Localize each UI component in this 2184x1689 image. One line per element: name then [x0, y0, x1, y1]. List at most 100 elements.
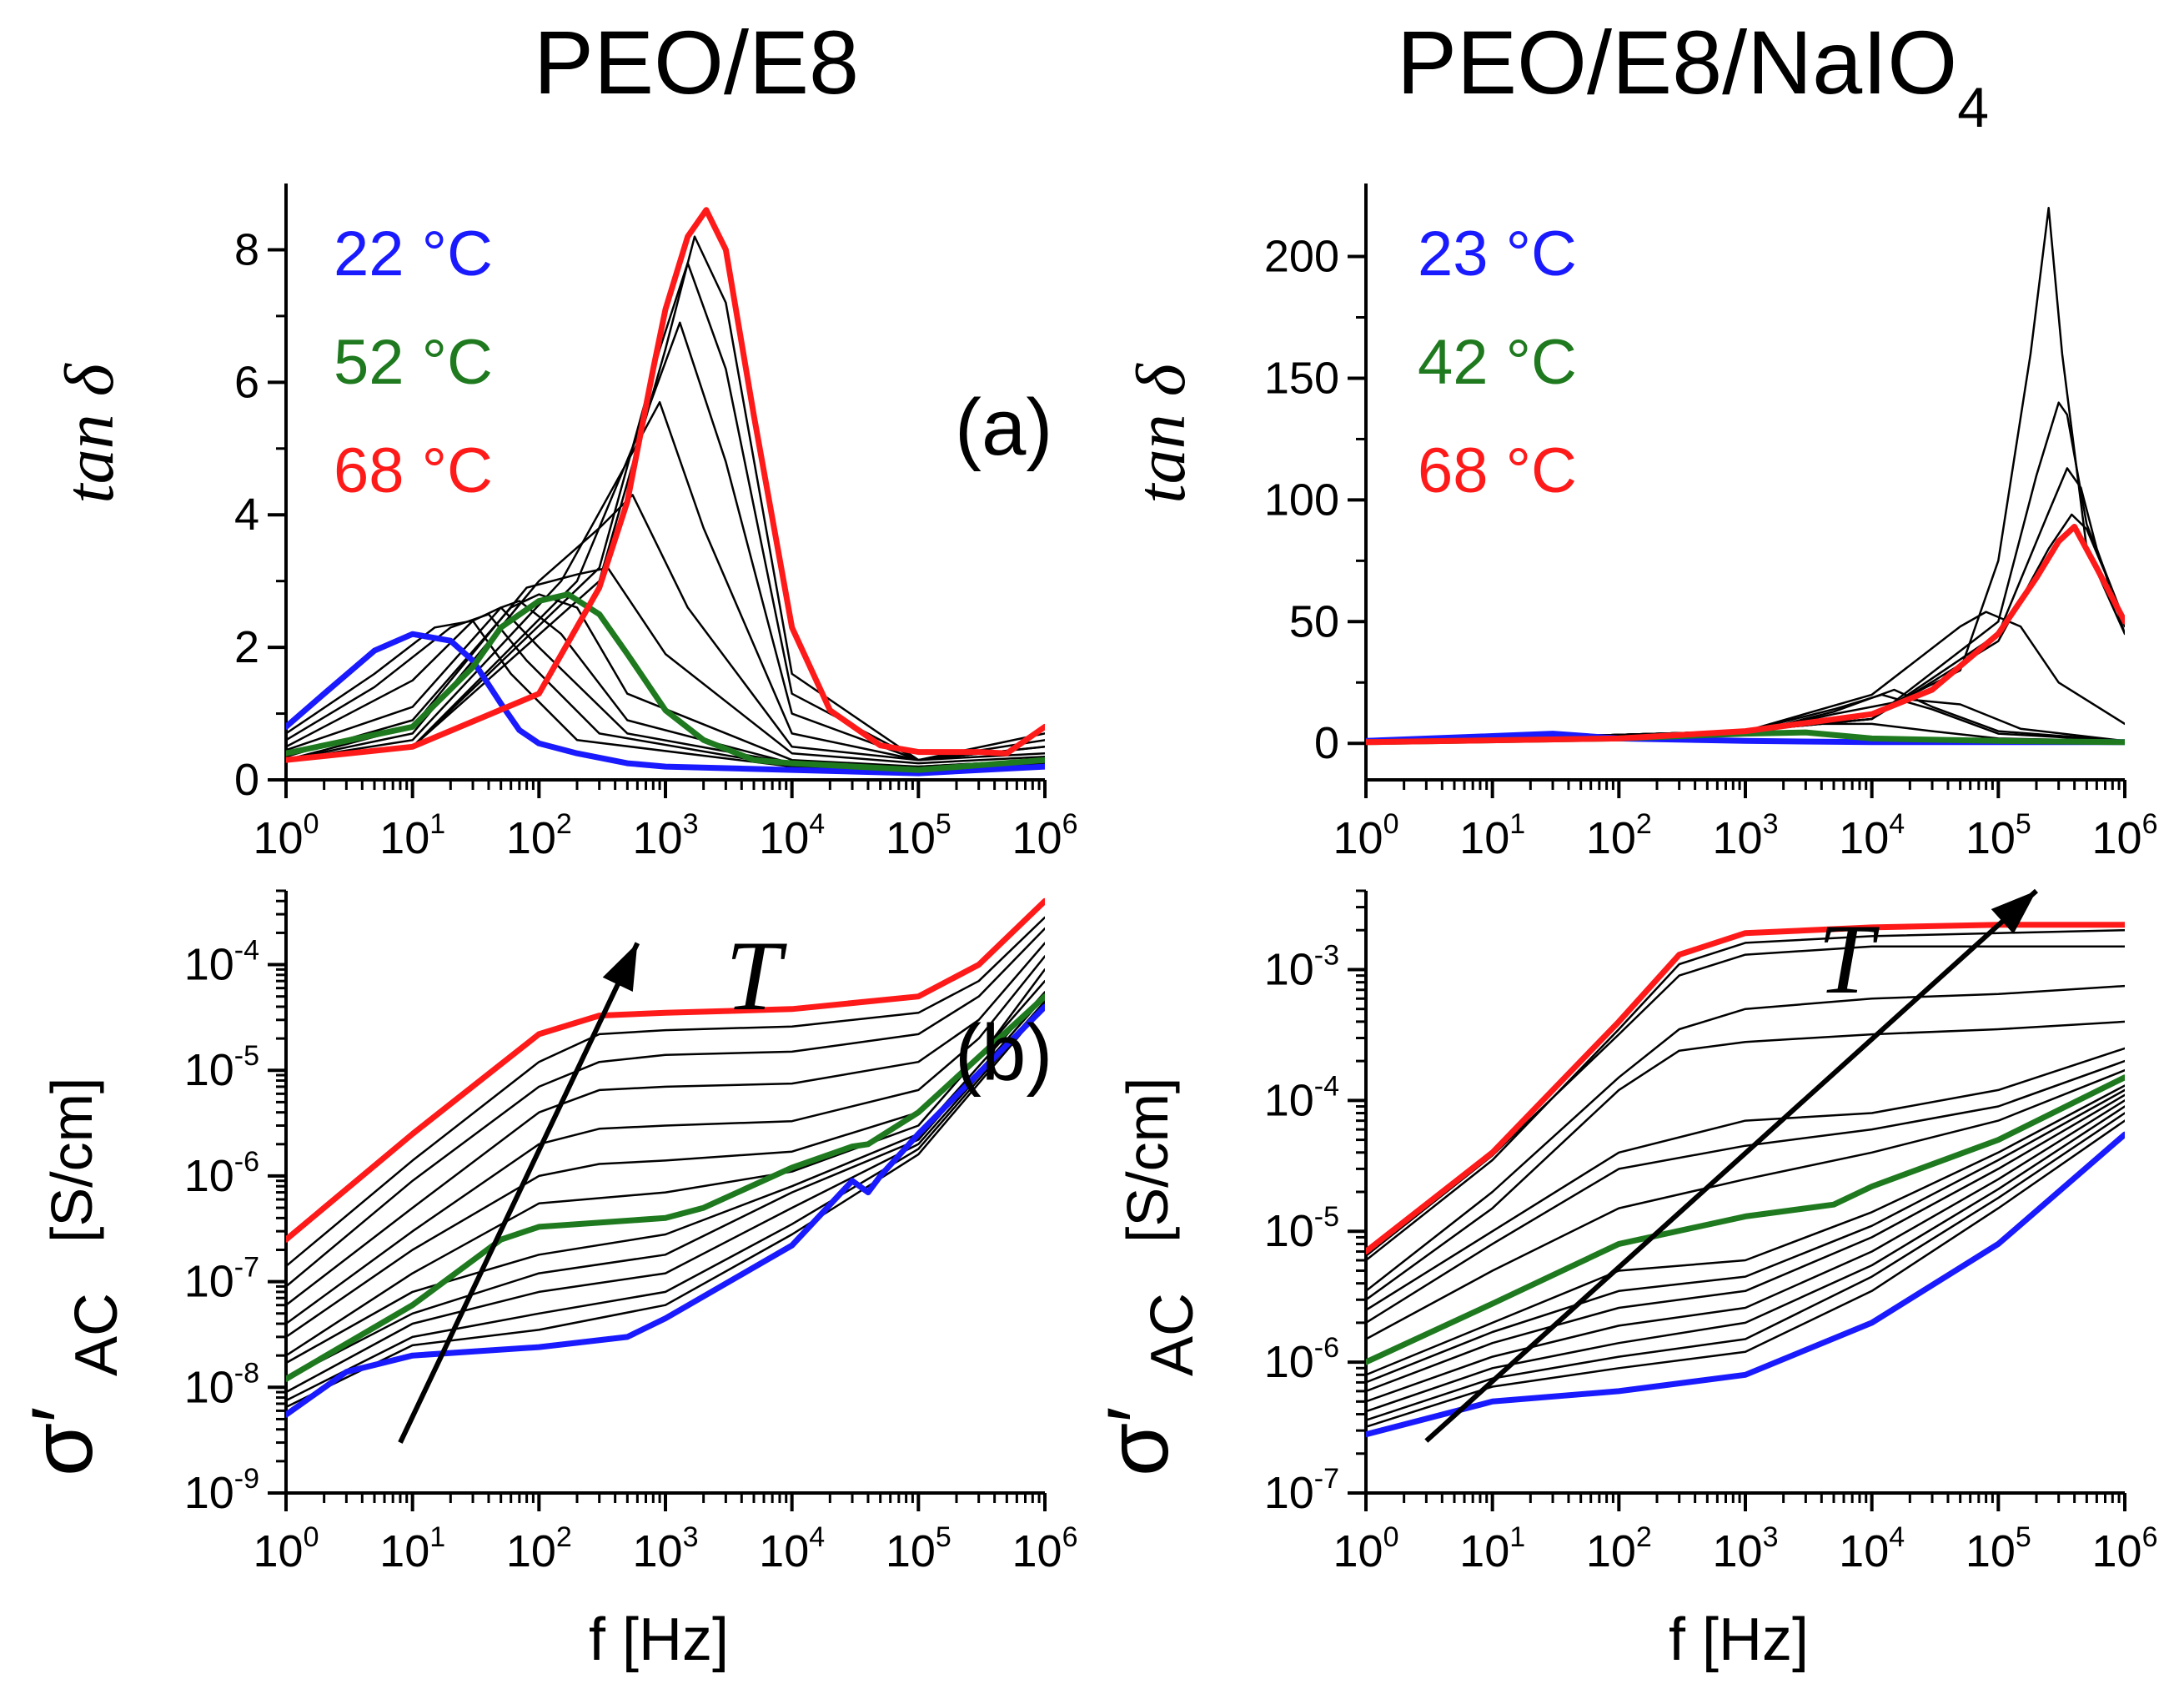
series-line-22C — [286, 1003, 1045, 1418]
series-line-intermediate — [1366, 1020, 2125, 1301]
x-tick-label: 101 — [1459, 1521, 1525, 1576]
series-line-intermediate — [286, 1000, 1045, 1394]
panel-label-b: (b) — [955, 1008, 1052, 1098]
x-tick-label: 102 — [506, 1521, 572, 1576]
x-tick-label: 101 — [379, 808, 445, 863]
series-line-intermediate — [1366, 1084, 2125, 1376]
series-line-42C — [1366, 1074, 2125, 1365]
series-line-intermediate — [286, 400, 1045, 762]
y-tick-label: 10-4 — [1264, 1070, 1339, 1125]
legend-item: 23 °C — [1418, 219, 1577, 289]
series-line-intermediate — [1366, 1068, 2125, 1340]
series-line-intermediate — [286, 979, 1045, 1357]
sigma-symbol: σ′ — [14, 1406, 111, 1476]
right-column-title-main: PEO/E8/NaIO — [1397, 12, 1957, 113]
chart-bottom-right: 100 101 102 103 104 105 106 10-7 10-6 10-5 10-4 10-… — [1264, 888, 2158, 1576]
y-tick-label: 10-6 — [184, 1146, 259, 1201]
y-tick-label: 150 — [1264, 353, 1339, 403]
temperature-arrow — [398, 942, 640, 1444]
series-line-22C — [286, 631, 1045, 777]
x-tick-label: 100 — [254, 1521, 319, 1576]
y-tick-label: 10-7 — [1264, 1463, 1339, 1518]
series-line-intermediate — [286, 1004, 1045, 1409]
sigma-symbol: σ′ — [1090, 1406, 1187, 1476]
series-line-intermediate — [1366, 1047, 2125, 1311]
x-tick-label: 104 — [1839, 1521, 1905, 1576]
x-tick-label: 104 — [759, 1521, 825, 1576]
series-line-68C — [286, 207, 1045, 763]
series-line-intermediate — [286, 235, 1045, 762]
x-tick-label: 104 — [1839, 808, 1905, 863]
left-column-title: PEO/E8 — [534, 12, 859, 113]
series-line-52C — [286, 591, 1045, 773]
y-axis-label-bottom-left: σ′ AC [S/cm] — [14, 1078, 130, 1476]
right-column-title: PEO/E8/NaIO4 — [1397, 12, 1989, 139]
x-tick-label: 102 — [506, 808, 572, 863]
series-line-intermediate — [286, 593, 1045, 768]
x-tick-label: 106 — [2092, 1521, 2158, 1576]
x-tick-label: 105 — [1966, 808, 2031, 863]
series-group — [286, 207, 1045, 777]
temperature-arrow-head — [602, 943, 638, 992]
y-tick-label: 10-8 — [184, 1357, 259, 1412]
y-tick-label: 10-9 — [184, 1463, 259, 1518]
x-tick-label: 102 — [1586, 1521, 1652, 1576]
x-tick-label: 106 — [2092, 808, 2158, 863]
y-tick-label: 10-5 — [1264, 1201, 1339, 1256]
x-tick-label: 106 — [1012, 808, 1078, 863]
series-group — [1366, 922, 2125, 1438]
y-tick-label: 50 — [1289, 596, 1339, 646]
series-group — [1366, 206, 2125, 746]
legend-item: 52 °C — [334, 327, 493, 398]
x-tick-label: 101 — [379, 1521, 445, 1576]
y-tick-label: 10-6 — [1264, 1332, 1339, 1387]
x-tick-label: 100 — [254, 808, 319, 863]
units-label: [S/cm] — [39, 1078, 104, 1243]
series-line-intermediate — [286, 955, 1045, 1325]
x-axis-label-right: f [Hz] — [1669, 1606, 1809, 1673]
x-tick-label: 105 — [1966, 1521, 2031, 1576]
series-line-68C — [286, 897, 1045, 1243]
series-line-intermediate — [1366, 611, 2125, 744]
series-group — [286, 897, 1045, 1418]
series-line-52C — [286, 993, 1045, 1382]
series-line-68C — [1366, 524, 2125, 746]
x-tick-label: 102 — [1586, 808, 1652, 863]
y-axis-label-top-right: tan δ — [1122, 362, 1200, 503]
series-line-intermediate — [286, 927, 1045, 1288]
temperature-arrow-label-left: T — [725, 920, 787, 1031]
series-line-intermediate — [286, 942, 1045, 1306]
y-tick-label: 10-4 — [184, 935, 259, 990]
y-tick-label: 10-7 — [184, 1252, 259, 1307]
legend-item: 22 °C — [334, 219, 493, 289]
series-line-intermediate — [1366, 1088, 2125, 1384]
series-line-68C — [1366, 922, 2125, 1254]
series-line-intermediate — [286, 494, 1045, 762]
units-label: [S/cm] — [1115, 1078, 1180, 1243]
x-tick-label: 100 — [1333, 1521, 1399, 1576]
x-tick-label: 103 — [1713, 808, 1779, 863]
y-tick-label: 10-5 — [184, 1040, 259, 1095]
series-line-intermediate — [1366, 513, 2125, 744]
legend-item: 68 °C — [334, 435, 493, 506]
temperature-arrow — [1424, 888, 2038, 1443]
series-line-intermediate — [1366, 984, 2125, 1293]
series-line-intermediate — [1366, 1059, 2125, 1325]
series-line-intermediate — [286, 262, 1045, 762]
legend-item: 42 °C — [1418, 327, 1577, 398]
panel-label-a: (a) — [955, 383, 1052, 472]
x-tick-label: 103 — [1713, 1521, 1779, 1576]
y-axis-label-bottom-right: σ′ AC [S/cm] — [1090, 1078, 1206, 1476]
series-line-intermediate — [1366, 1105, 2125, 1413]
x-axis-label-left: f [Hz] — [589, 1606, 729, 1673]
x-tick-label: 101 — [1459, 808, 1525, 863]
temperature-arrow-label-right: T — [1818, 903, 1880, 1014]
sigma-subscript: AC — [1139, 1293, 1206, 1376]
x-tick-label: 103 — [633, 808, 699, 863]
y-tick-label: 4 — [234, 490, 259, 540]
x-tick-label: 106 — [1012, 1521, 1078, 1576]
sigma-subscript: AC — [63, 1293, 130, 1376]
series-line-intermediate — [286, 991, 1045, 1365]
series-line-intermediate — [286, 916, 1045, 1268]
legend-top-left: 22 °C 52 °C 68 °C — [334, 219, 493, 506]
